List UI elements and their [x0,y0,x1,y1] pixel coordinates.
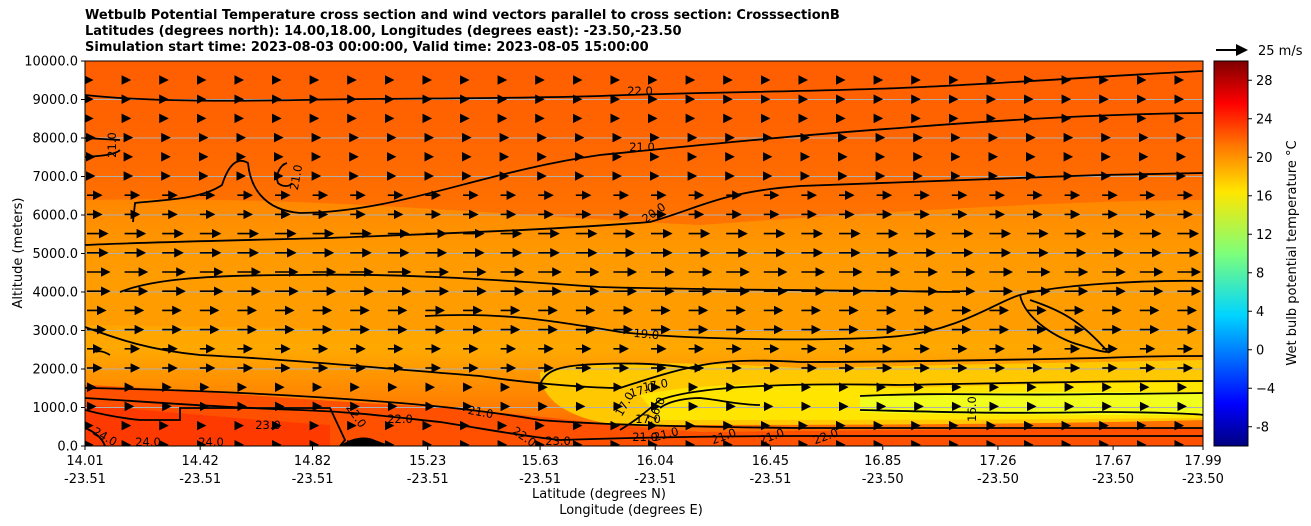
quiver-key-label: 25 m/s [1258,44,1303,59]
contour-16-left [659,397,761,409]
x-tick-label-lat: 17.26 [979,454,1016,469]
x-tick-label-lat: 16.45 [752,454,789,469]
y-tick-label: 0.0 [57,440,78,455]
x-tick-label-lon: -23.50 [862,472,904,487]
x-tick-label-lon: -23.51 [292,472,334,487]
contour-label: 22.0 [627,84,653,98]
colorbar-tick-label: -8 [1256,420,1269,435]
chart-title-line-2: Latitudes (degrees north): 14.00,18.00, … [85,24,682,39]
x-tick-label-lat: 14.82 [294,454,331,469]
contour-lines [85,70,1203,446]
contour-label: 22.0 [387,412,413,426]
colorbar-tick-label: 28 [1256,74,1273,89]
y-tick-label: 4000.0 [33,286,79,301]
y-tick-label: 1000.0 [33,401,79,416]
contour-label: 23.0 [545,434,571,448]
colorbar-tick-label: 24 [1256,112,1273,127]
contour-21-small [276,162,293,187]
contour-label: 17.0 [628,380,656,400]
x-tick-label-lon: -23.51 [64,472,106,487]
contour-label: 24.0 [198,435,224,449]
colorbar-label: Wet bulb potential temperature °C [1285,140,1300,365]
y-tick-label: 5000.0 [33,247,79,262]
wind-vectors [85,75,1202,446]
contour-23 [85,407,347,446]
x-tick-label-lon: -23.51 [634,472,676,487]
x-axis: 14.01 -23.51 14.42 -23.51 14.82 -23.51 15.23 -2… [64,446,1224,487]
x-tick-label-lon: -23.51 [407,472,449,487]
contour-20 [85,172,1203,246]
y-tick-label: 8000.0 [33,132,79,147]
x-tick-label-lat: 15.63 [521,454,558,469]
x-tick-label-lat: 14.42 [182,454,219,469]
x-tick-label-lon: -23.50 [977,472,1019,487]
x-tick-label-lat: 16.04 [637,454,674,469]
x-tick-label-lon: -23.51 [179,472,221,487]
colorbar-tick-label: 20 [1256,151,1273,166]
chart-title-line-3: Simulation start time: 2023-08-03 00:00:… [85,40,649,55]
contour-18 [85,326,1203,389]
x-axis-label-lon: Longitude (degrees E) [559,503,703,518]
y-axis: 0.0 1000.0 2000.0 3000.0 4000.0 5000.0 6000.0 7… [24,55,85,455]
contour-label: 21.0 [467,403,495,421]
contour-label: 21.0 [287,163,305,191]
y-tick-label: 10000.0 [24,55,78,70]
x-axis-label-lat: Latitude (degrees N) [532,487,666,502]
colorbar [1213,60,1249,447]
x-tick-label-lat: 17.67 [1095,454,1132,469]
x-tick-label-lat: 14.01 [66,454,103,469]
x-tick-label-lat: 16.85 [864,454,901,469]
x-tick-label-lat: 17.99 [1184,454,1221,469]
x-tick-label-lon: -23.50 [1182,472,1224,487]
contour-label: 24.0 [135,435,161,449]
contour-17 [539,362,1203,401]
x-tick-label-lat: 15.23 [409,454,446,469]
x-tick-label-lon: -23.51 [519,472,561,487]
contour-21-low [85,387,1203,429]
x-tick-label-lon: -23.51 [749,472,791,487]
colorbar-tick-label: −4 [1256,382,1275,397]
y-tick-label: 9000.0 [33,93,79,108]
contour-label: 21.0 [105,132,119,158]
contour-label: 16.0 [965,396,979,422]
contour-label: 21.0 [652,424,680,444]
contour-label: 17.0 [635,412,661,426]
y-tick-label: 7000.0 [33,170,79,185]
x-tick-label-lon: -23.50 [1092,472,1134,487]
y-tick-label: 6000.0 [33,209,79,224]
chart-title-line-1: Wetbulb Potential Temperature cross sect… [85,8,840,23]
colorbar-tick-label: 0 [1256,343,1264,358]
colorbar-tick-label: 16 [1256,189,1273,204]
colorbar-ticks: -8 −4 0 4 8 12 16 20 24 28 [1248,74,1275,435]
colorbar-tick-label: 4 [1256,305,1264,320]
y-tick-label: 3000.0 [33,324,79,339]
contour-label: 19.0 [633,326,660,342]
colorbar-tick-label: 12 [1256,228,1273,243]
y-axis-label: Altitude (meters) [11,198,26,309]
colorbar-tick-label: 8 [1256,266,1264,281]
y-gridlines [85,99,1203,408]
contour-label: 21.0 [629,140,655,154]
contour-16 [859,392,1203,416]
y-tick-label: 2000.0 [33,363,79,378]
contour-19-b [424,279,1203,341]
contour-22-low [85,397,1203,441]
